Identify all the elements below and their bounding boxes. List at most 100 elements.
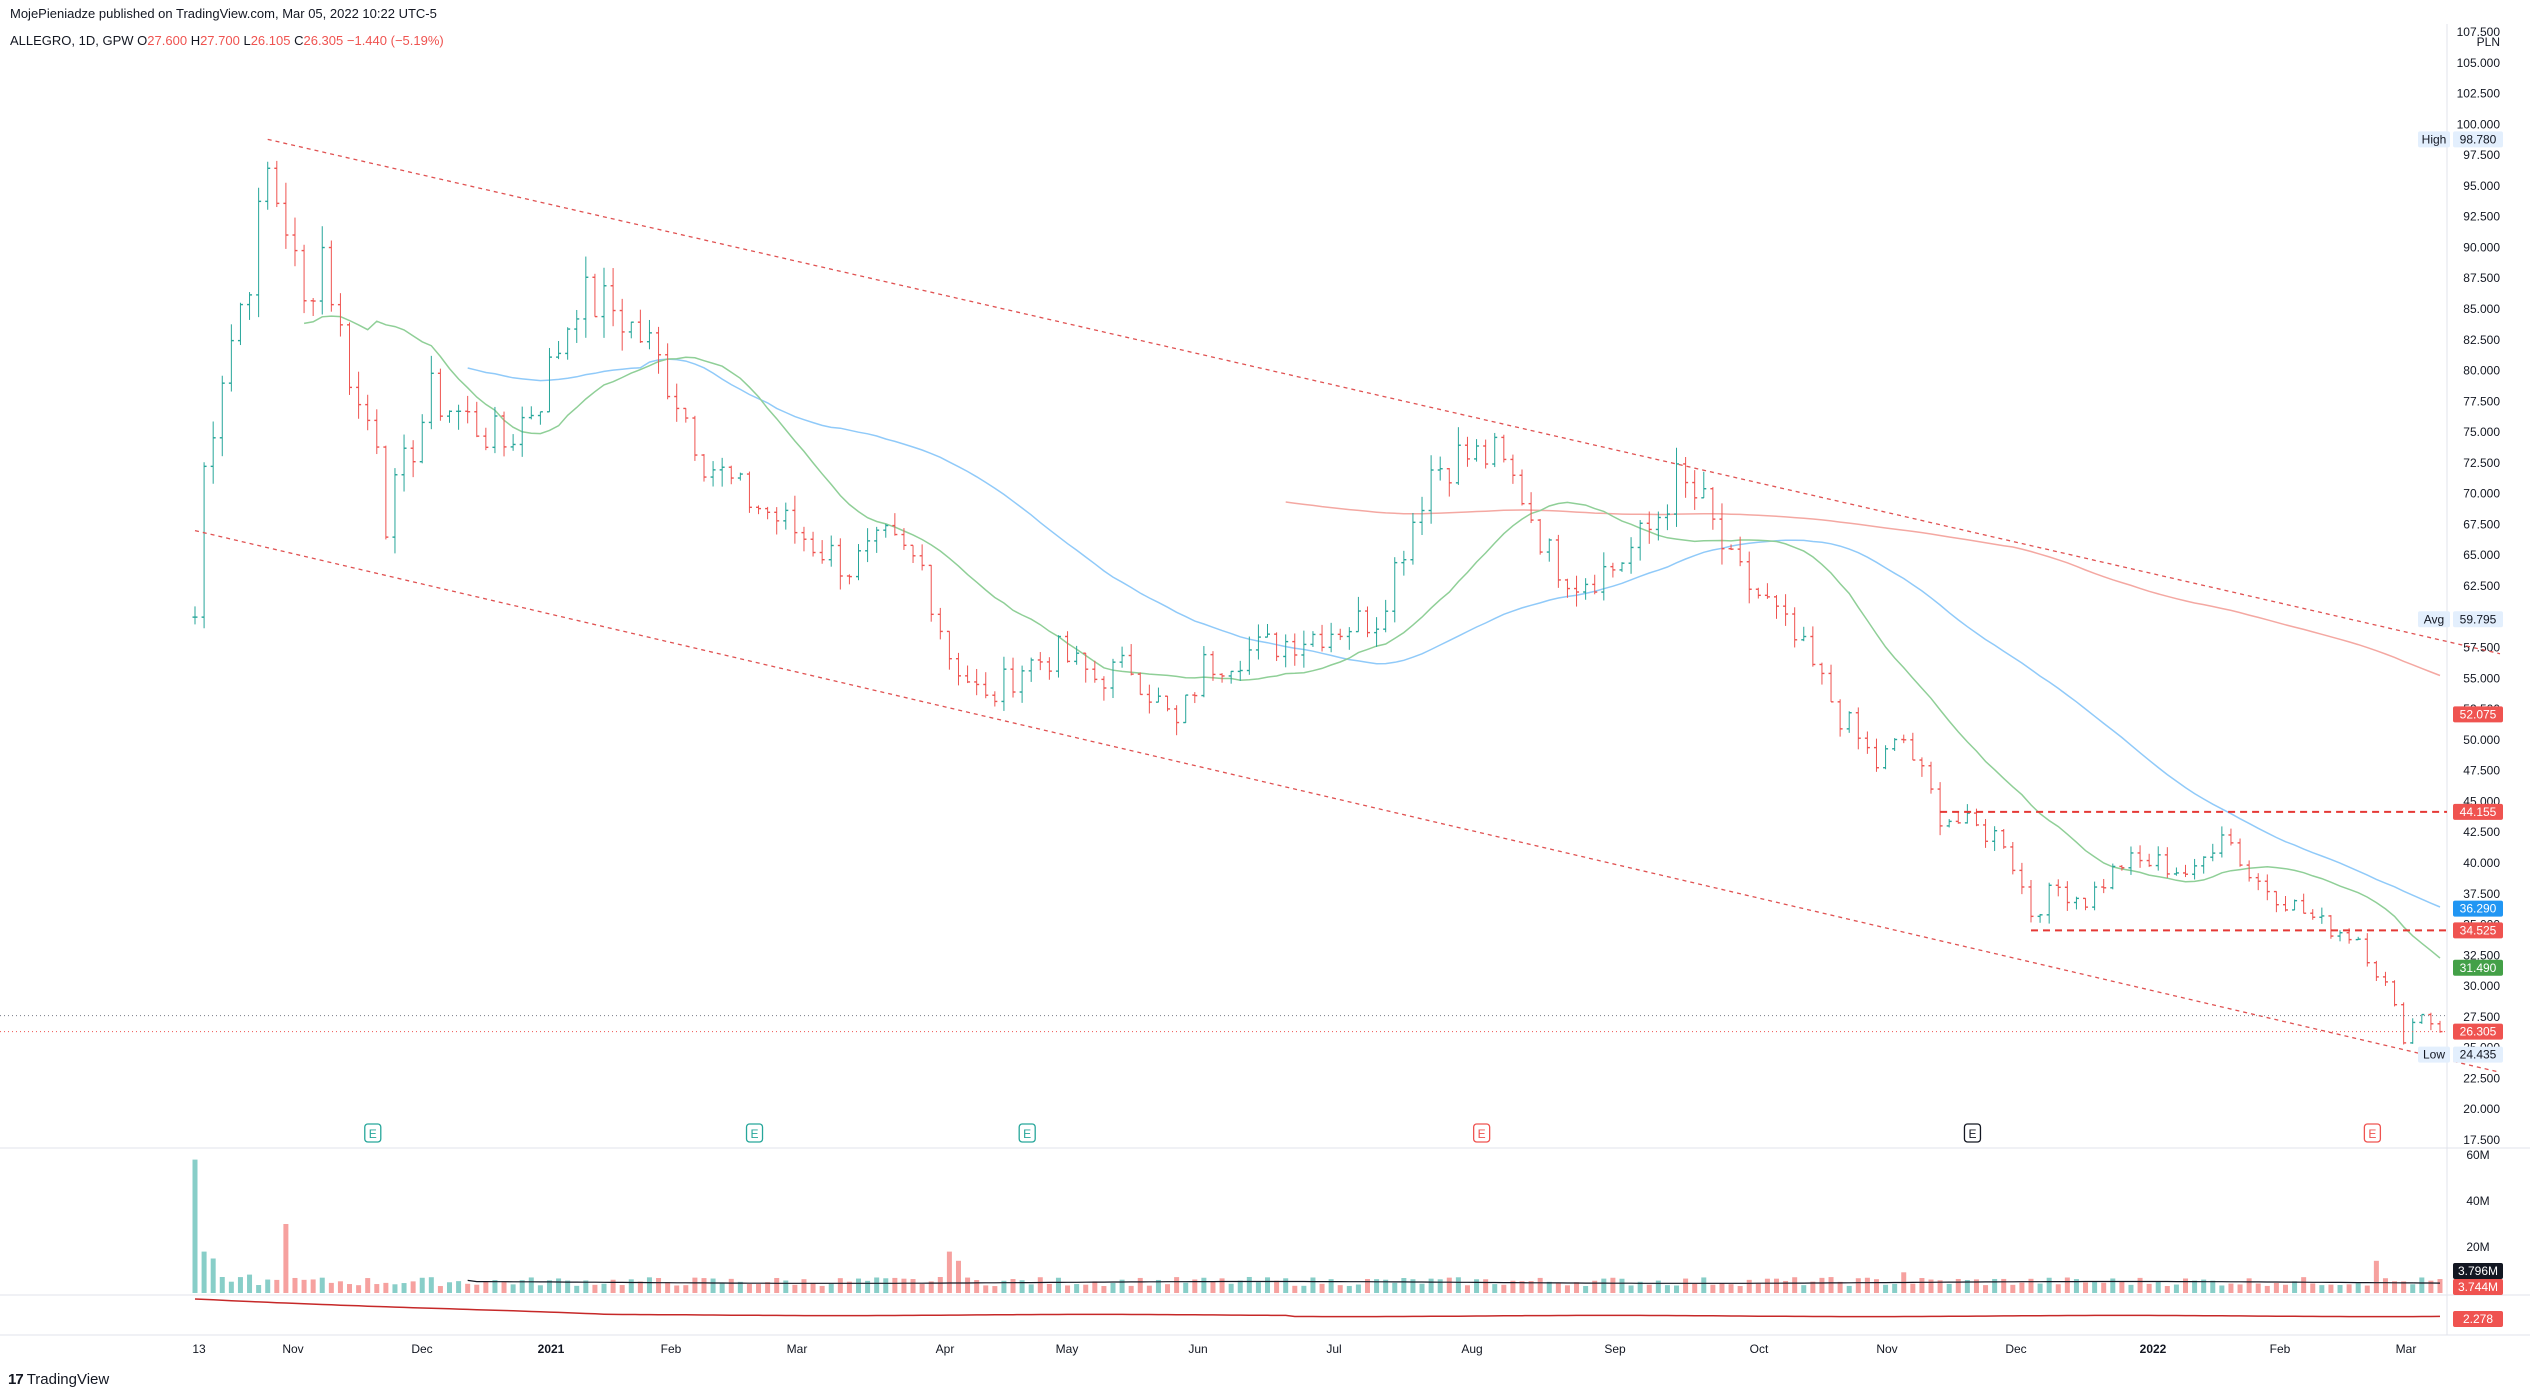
volume-bar	[710, 1278, 716, 1293]
volume-bar	[1873, 1279, 1879, 1293]
volume-bar	[1910, 1283, 1916, 1293]
volume-bar	[1955, 1278, 1961, 1293]
price-label-bg	[2453, 1023, 2503, 1040]
volume-bar	[1410, 1279, 1416, 1293]
price-label-bg	[2453, 803, 2503, 820]
indicator-label-value: 2.278	[2463, 1312, 2493, 1326]
price-label-value: 34.525	[2460, 923, 2497, 937]
time-axis-label: Dec	[2005, 1342, 2026, 1356]
volume-bar	[1419, 1283, 1425, 1293]
volume-bar	[1037, 1277, 1043, 1293]
volume-bar	[828, 1283, 834, 1293]
volume-bar	[310, 1279, 316, 1293]
volume-bar	[528, 1277, 534, 1293]
volume-bar	[2428, 1280, 2434, 1293]
price-label-bg	[2453, 959, 2503, 976]
volume-label-bg	[2453, 1279, 2503, 1295]
indicator-line	[194, 1298, 2441, 1318]
volume-bar	[592, 1284, 598, 1293]
volume-bar	[1692, 1283, 1698, 1293]
volume-bar	[637, 1281, 643, 1293]
volume-bar	[1537, 1277, 1543, 1293]
sma-slow-line	[1285, 501, 2441, 677]
volume-bar	[901, 1278, 907, 1293]
volume-bar	[1292, 1285, 1298, 1293]
volume-bar	[674, 1285, 680, 1293]
volume-bar	[474, 1284, 480, 1293]
volume-bar	[2228, 1283, 2234, 1293]
volume-bar	[965, 1277, 971, 1293]
volume-bar	[1092, 1281, 1098, 1293]
volume-bar	[301, 1279, 307, 1293]
time-axis-label: Feb	[2270, 1342, 2291, 1356]
price-axis-tick: 62.500	[2463, 579, 2500, 593]
earnings-event-marker	[1018, 1123, 1036, 1143]
volume-bar	[1546, 1281, 1552, 1293]
price-label-value: 98.780	[2460, 132, 2497, 146]
price-label-tag: Low	[2423, 1048, 2445, 1062]
volume-bar	[1637, 1281, 1643, 1293]
volume-bar	[1655, 1280, 1661, 1293]
volume-bar	[746, 1283, 752, 1293]
price-axis-tick: 87.500	[2463, 271, 2500, 285]
channel-upper-line	[267, 138, 2501, 655]
volume-bar	[2292, 1281, 2298, 1293]
volume-bar	[2264, 1285, 2270, 1293]
volume-bar	[1510, 1280, 1516, 1293]
volume-bar	[2255, 1283, 2261, 1293]
volume-bar	[910, 1279, 916, 1293]
price-axis-tick: 42.500	[2463, 825, 2500, 839]
volume-bar	[1128, 1285, 1134, 1293]
volume-label-value: 3.744M	[2458, 1280, 2498, 1294]
price-label-value: 24.435	[2460, 1048, 2497, 1062]
volume-bar	[1783, 1280, 1789, 1293]
volume-bar	[2110, 1278, 2116, 1293]
tradingview-logo[interactable]: 17 TradingView	[8, 1371, 109, 1388]
volume-bar	[1628, 1285, 1634, 1293]
volume-bar	[546, 1280, 552, 1293]
volume-bar	[265, 1279, 271, 1293]
volume-bar	[955, 1260, 961, 1293]
volume-bar	[1137, 1277, 1143, 1293]
volume-bar	[392, 1284, 398, 1293]
volume-bar	[683, 1285, 689, 1293]
volume-bar	[801, 1279, 807, 1293]
volume-bar	[774, 1277, 780, 1293]
volume-bar	[2219, 1285, 2225, 1293]
volume-bar	[2410, 1284, 2416, 1293]
volume-bar	[1155, 1279, 1161, 1293]
volume-bar	[1619, 1278, 1625, 1293]
volume-bar	[2019, 1282, 2025, 1293]
volume-bar	[874, 1277, 880, 1293]
volume-bar	[1428, 1278, 1434, 1293]
volume-bar	[501, 1281, 507, 1293]
volume-bar	[728, 1278, 734, 1293]
volume-bar	[2301, 1277, 2307, 1293]
tradingview-logo-icon: 17	[8, 1371, 24, 1388]
volume-bar	[1192, 1279, 1198, 1293]
price-axis-tick: 72.500	[2463, 456, 2500, 470]
volume-bar	[1946, 1283, 1952, 1293]
tradingview-logo-text: TradingView	[26, 1371, 110, 1388]
volume-bar	[1310, 1277, 1316, 1293]
volume-bar	[347, 1284, 353, 1293]
volume-bar	[946, 1251, 952, 1293]
volume-bar	[2337, 1285, 2343, 1293]
volume-bar	[1283, 1278, 1289, 1293]
price-label-tag: High	[2422, 132, 2447, 146]
volume-bar	[892, 1277, 898, 1293]
volume-bar	[256, 1285, 262, 1293]
indicator-label-bg	[2453, 1311, 2503, 1327]
volume-bar	[446, 1282, 452, 1293]
volume-bar	[2073, 1279, 2079, 1293]
volume-bar	[1010, 1279, 1016, 1293]
candles-group	[192, 160, 2443, 1045]
volume-bar	[556, 1278, 562, 1293]
volume-bar	[410, 1281, 416, 1293]
volume-bar	[2282, 1284, 2288, 1293]
volume-bar	[2364, 1285, 2370, 1293]
volume-bar	[819, 1285, 825, 1293]
volume-bar	[992, 1286, 998, 1293]
volume-bar	[692, 1277, 698, 1293]
